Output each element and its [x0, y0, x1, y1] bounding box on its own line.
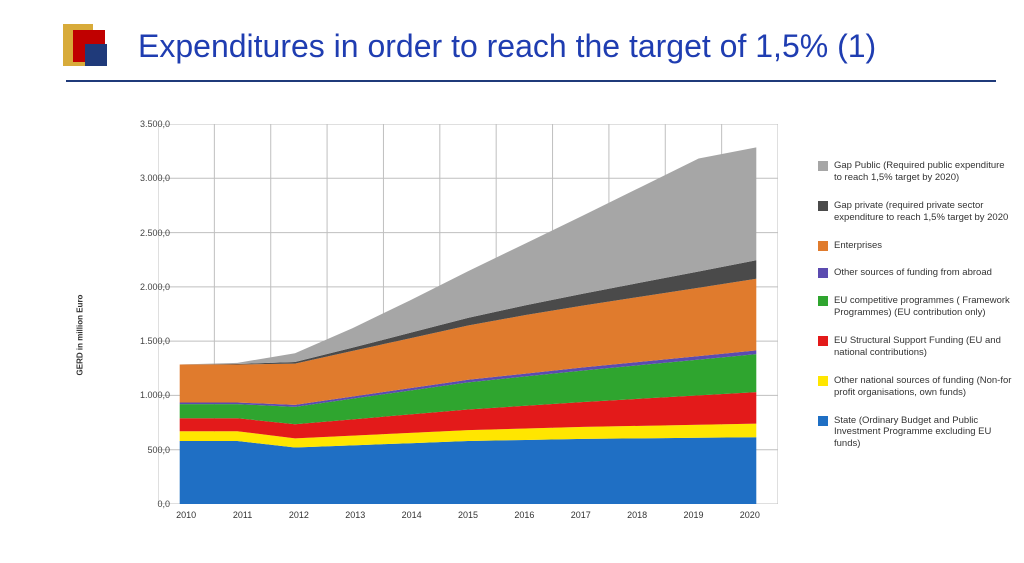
- legend-label: Gap Public (Required public expenditure …: [834, 160, 1013, 184]
- legend-item: Enterprises: [818, 240, 1013, 252]
- x-tick: 2010: [176, 510, 196, 520]
- legend-label: Other national sources of funding (Non-f…: [834, 375, 1013, 399]
- y-tick: 3.500,0: [140, 119, 170, 129]
- y-tick: 1.500,0: [140, 336, 170, 346]
- legend-item: EU competitive programmes ( Framework Pr…: [818, 295, 1013, 319]
- legend: Gap Public (Required public expenditure …: [818, 160, 1013, 466]
- legend-swatch: [818, 296, 828, 306]
- x-axis: 2010 2011 2012 2013 2014 2015 2016 2017 2018 2019…: [158, 508, 778, 528]
- legend-label: State (Ordinary Budget and Public Invest…: [834, 415, 1013, 451]
- series-state: [180, 437, 757, 504]
- legend-item: Gap private (required private sector exp…: [818, 200, 1013, 224]
- y-tick: 2.500,0: [140, 228, 170, 238]
- y-axis-label: GERD in million Euro: [76, 295, 85, 376]
- x-tick: 2012: [289, 510, 309, 520]
- legend-label: Other sources of funding from abroad: [834, 267, 1013, 279]
- x-tick: 2018: [627, 510, 647, 520]
- x-tick: 2014: [402, 510, 422, 520]
- legend-item: State (Ordinary Budget and Public Invest…: [818, 415, 1013, 451]
- y-tick: 2.000,0: [140, 282, 170, 292]
- legend-swatch: [818, 336, 828, 346]
- plot-frame: [158, 124, 778, 504]
- legend-label: EU Structural Support Funding (EU and na…: [834, 335, 1013, 359]
- legend-swatch: [818, 416, 828, 426]
- slide-decor: [63, 24, 123, 84]
- stacked-area-plot: [158, 124, 778, 504]
- legend-swatch: [818, 268, 828, 278]
- x-tick: 2017: [571, 510, 591, 520]
- title-rule: [66, 80, 996, 82]
- slide-title: Expenditures in order to reach the targe…: [138, 28, 1004, 65]
- x-tick: 2011: [233, 510, 252, 520]
- legend-item: Gap Public (Required public expenditure …: [818, 160, 1013, 184]
- y-tick: 500,0: [147, 445, 170, 455]
- legend-swatch: [818, 376, 828, 386]
- x-tick: 2015: [458, 510, 478, 520]
- legend-label: Enterprises: [834, 240, 1013, 252]
- legend-item: Other national sources of funding (Non-f…: [818, 375, 1013, 399]
- x-tick: 2013: [345, 510, 365, 520]
- chart-container: GERD in million Euro 0,0500,01.000,01.50…: [100, 120, 800, 550]
- x-tick: 2019: [683, 510, 703, 520]
- x-tick: 2016: [514, 510, 534, 520]
- x-tick: 2020: [740, 510, 760, 520]
- legend-item: Other sources of funding from abroad: [818, 267, 1013, 279]
- legend-label: Gap private (required private sector exp…: [834, 200, 1013, 224]
- legend-item: EU Structural Support Funding (EU and na…: [818, 335, 1013, 359]
- y-tick: 3.000,0: [140, 173, 170, 183]
- legend-label: EU competitive programmes ( Framework Pr…: [834, 295, 1013, 319]
- y-tick: 1.000,0: [140, 390, 170, 400]
- legend-swatch: [818, 161, 828, 171]
- legend-swatch: [818, 201, 828, 211]
- legend-swatch: [818, 241, 828, 251]
